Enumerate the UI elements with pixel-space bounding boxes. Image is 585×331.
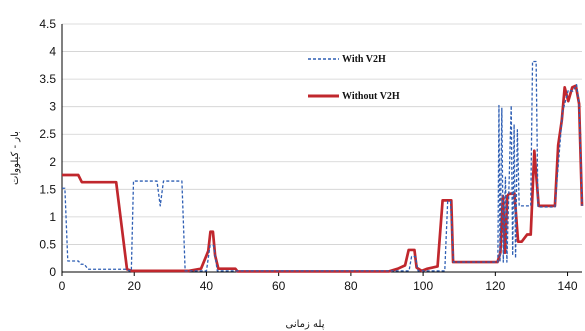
series-line-with-v2h: [62, 60, 583, 272]
x-tick-label: 40: [200, 279, 214, 293]
x-tick-label: 80: [344, 279, 358, 293]
y-tick-label: 1: [49, 210, 56, 224]
legend-label-without-v2h: Without V2H: [342, 91, 400, 102]
legend: With V2H Without V2H: [308, 54, 400, 102]
y-tick-label: 0: [49, 265, 56, 279]
series-line-without-v2h: [62, 84, 584, 273]
y-tick-label: 0.5: [39, 237, 56, 251]
y-tick-label: 2.5: [39, 127, 56, 141]
legend-label-with-v2h: With V2H: [342, 54, 386, 65]
x-axis-label: پله زمانی: [286, 319, 325, 330]
y-tick-label: 2: [49, 155, 56, 169]
tick-labels: 0 0.5 1 1.5 2 2.5 3 3.5 4 4.5 0 20 40 60 80 100 120 140: [39, 17, 578, 293]
x-tick-label: 20: [128, 279, 142, 293]
x-tick-label: 120: [485, 279, 505, 293]
grid-lines: [62, 23, 582, 245]
x-tick-label: 0: [59, 279, 66, 293]
y-tick-label: 3: [49, 100, 56, 114]
y-axis-label: بار - کیلووات: [10, 131, 21, 185]
x-tick-label: 60: [272, 279, 286, 293]
series-group: [62, 60, 584, 273]
x-tick-label: 140: [558, 279, 578, 293]
x-tick-label: 100: [413, 279, 433, 293]
y-tick-label: 1.5: [39, 182, 56, 196]
y-tick-label: 4.5: [39, 17, 56, 31]
y-tick-label: 3.5: [39, 72, 56, 86]
y-tick-label: 4: [49, 45, 56, 59]
